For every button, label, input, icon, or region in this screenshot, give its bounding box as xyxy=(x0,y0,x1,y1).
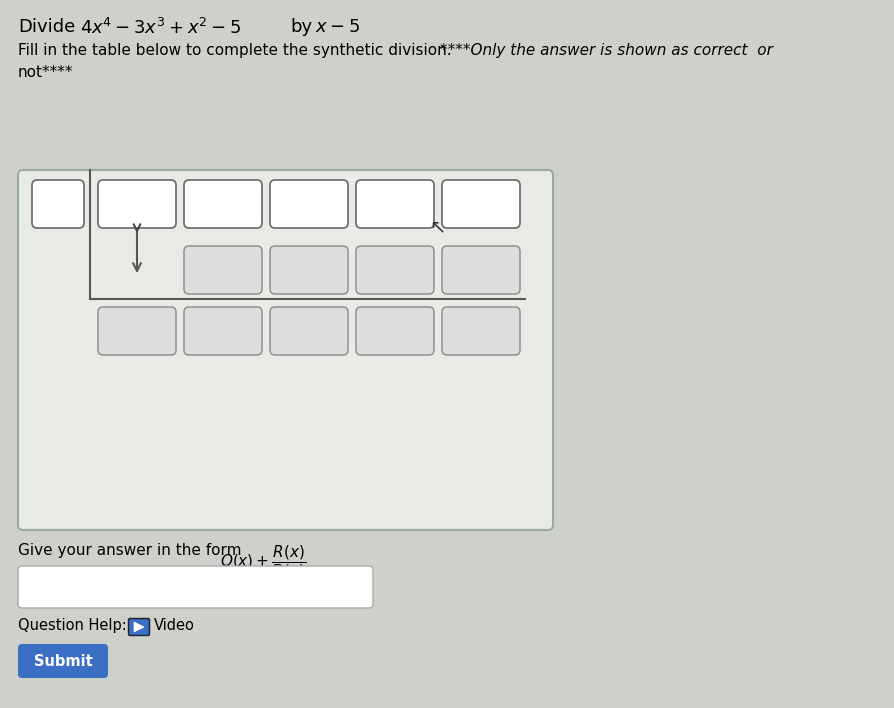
FancyBboxPatch shape xyxy=(184,307,262,355)
FancyBboxPatch shape xyxy=(442,180,519,228)
Text: Submit: Submit xyxy=(34,653,92,668)
Text: ↖: ↖ xyxy=(428,217,444,236)
FancyBboxPatch shape xyxy=(129,619,149,636)
Text: $4x^4-3x^3+x^2-5$: $4x^4-3x^3+x^2-5$ xyxy=(80,18,240,38)
Text: not****: not**** xyxy=(18,65,73,80)
Text: $x-5$: $x-5$ xyxy=(315,18,359,36)
Text: Give your answer in the form: Give your answer in the form xyxy=(18,543,246,558)
FancyBboxPatch shape xyxy=(270,307,348,355)
FancyBboxPatch shape xyxy=(32,180,84,228)
FancyBboxPatch shape xyxy=(184,246,262,294)
FancyBboxPatch shape xyxy=(270,246,348,294)
FancyBboxPatch shape xyxy=(356,180,434,228)
Text: Fill in the table below to complete the synthetic division.: Fill in the table below to complete the … xyxy=(18,43,451,58)
FancyBboxPatch shape xyxy=(356,307,434,355)
Text: by: by xyxy=(290,18,312,36)
FancyBboxPatch shape xyxy=(97,180,176,228)
FancyBboxPatch shape xyxy=(18,170,552,530)
FancyBboxPatch shape xyxy=(18,566,373,608)
Polygon shape xyxy=(134,622,144,632)
Text: Video: Video xyxy=(154,618,195,633)
FancyBboxPatch shape xyxy=(184,180,262,228)
FancyBboxPatch shape xyxy=(442,307,519,355)
Text: Question Help:: Question Help: xyxy=(18,618,127,633)
Text: Divide: Divide xyxy=(18,18,75,36)
FancyBboxPatch shape xyxy=(97,307,176,355)
Text: ****Only the answer is shown as correct  or: ****Only the answer is shown as correct … xyxy=(440,43,772,58)
FancyBboxPatch shape xyxy=(270,180,348,228)
FancyBboxPatch shape xyxy=(356,246,434,294)
FancyBboxPatch shape xyxy=(442,246,519,294)
FancyBboxPatch shape xyxy=(18,644,108,678)
Text: $Q(x) + \dfrac{R(x)}{D(x)}$: $Q(x) + \dfrac{R(x)}{D(x)}$ xyxy=(220,543,306,581)
